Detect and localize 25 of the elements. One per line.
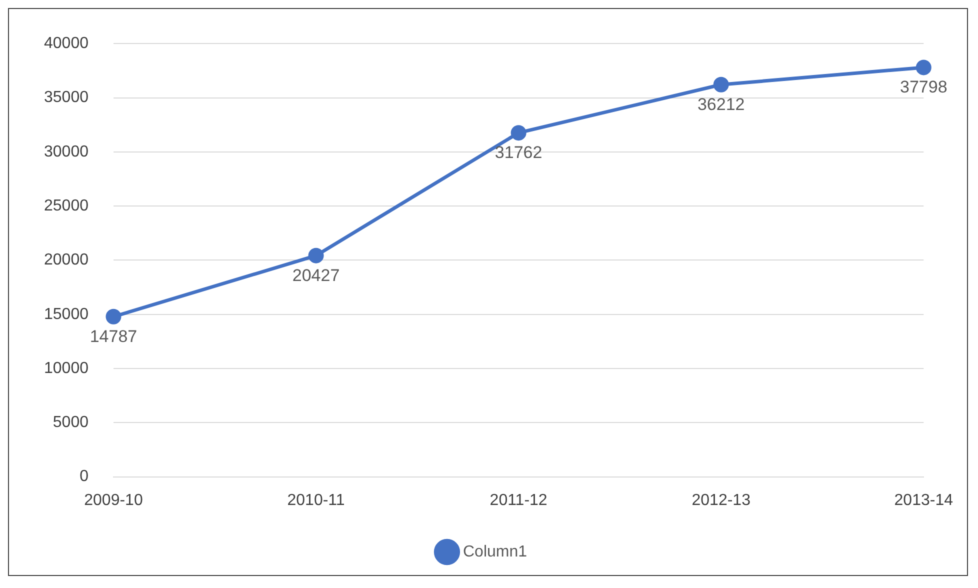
point (308, 248, 324, 264)
y-tick-label: 40000 (44, 35, 89, 52)
y-tick-label: 20000 (44, 252, 89, 269)
y-tick-label: 0 (80, 468, 89, 486)
x-tick-label: 2010-11 (287, 492, 345, 509)
data-label: 31762 (494, 143, 542, 162)
data-label: 20427 (292, 266, 340, 285)
y-tick-label: 15000 (44, 306, 89, 323)
legend-label: Column1 (462, 543, 528, 560)
x-tick-label: 2013-14 (894, 492, 954, 509)
point (916, 60, 932, 76)
point (713, 76, 729, 92)
data-label: 14787 (90, 326, 138, 346)
y-tick-label: 5000 (52, 414, 89, 432)
point (106, 308, 122, 324)
x-tick-label: 2012-13 (692, 492, 751, 509)
point (510, 125, 526, 141)
y-tick-label: 30000 (44, 143, 89, 160)
x-tick-label: 2009-10 (84, 492, 143, 509)
y-tick-label: 10000 (44, 360, 89, 377)
data-label: 37798 (900, 78, 948, 97)
y-tick-label: 25000 (44, 197, 89, 214)
y-tick-label: 35000 (44, 89, 89, 106)
data-label: 36212 (697, 94, 745, 114)
x-tick-label: 2011-12 (490, 492, 548, 509)
